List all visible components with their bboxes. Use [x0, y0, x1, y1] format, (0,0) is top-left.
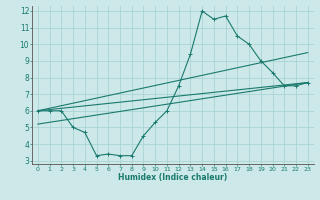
X-axis label: Humidex (Indice chaleur): Humidex (Indice chaleur)	[118, 173, 228, 182]
